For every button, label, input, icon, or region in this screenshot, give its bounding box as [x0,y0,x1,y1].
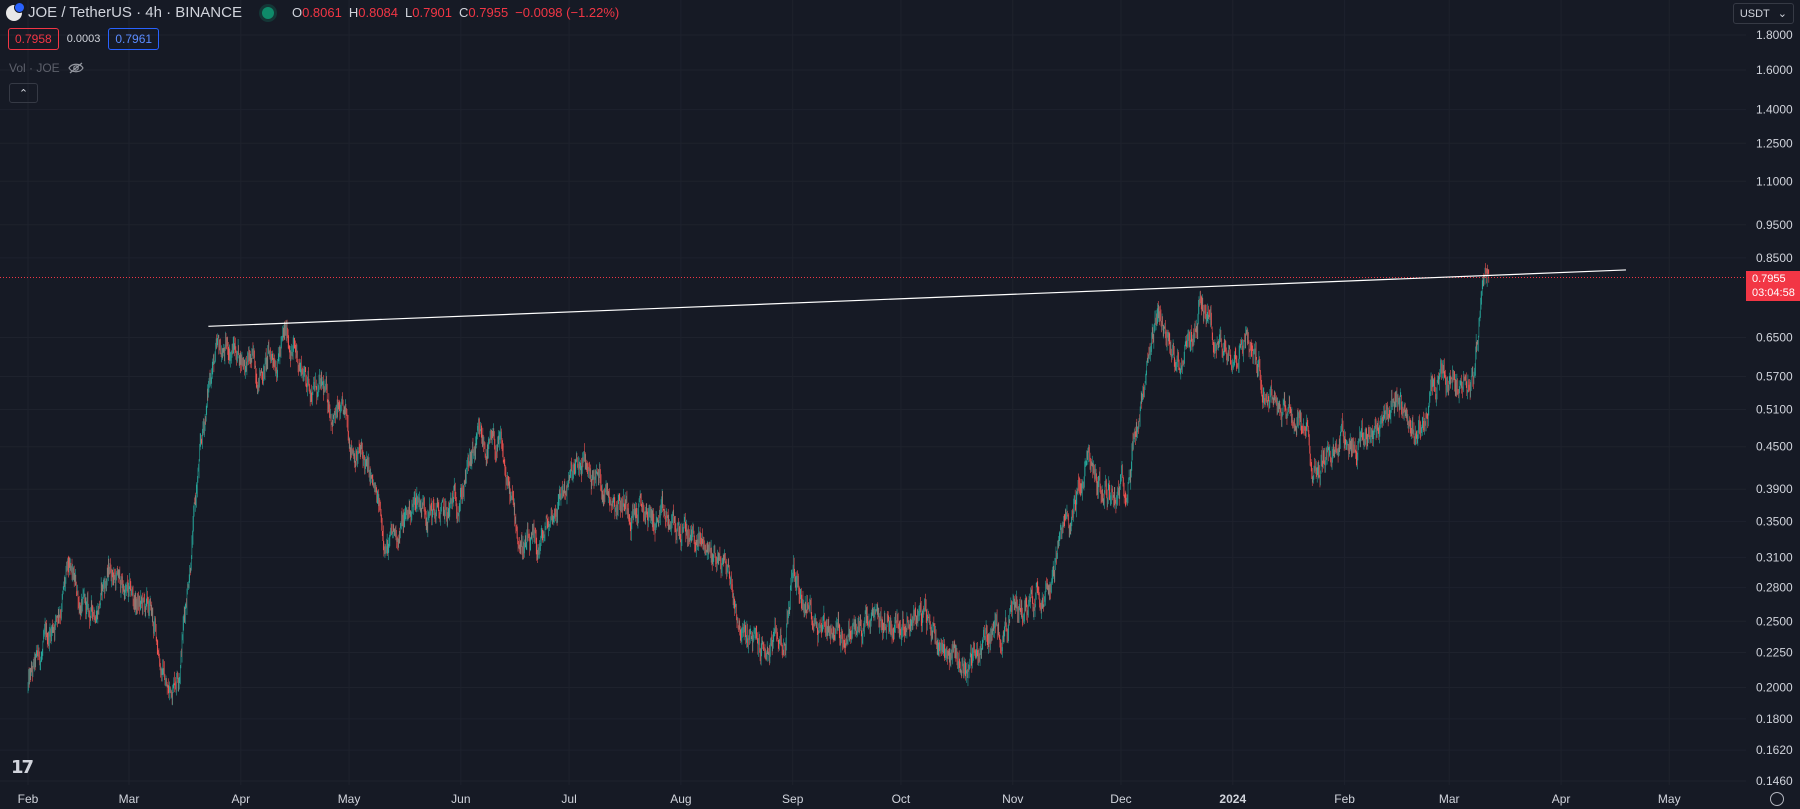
y-tick-label: 0.5700 [1756,370,1793,384]
x-tick-label: Nov [1002,792,1023,806]
x-tick-label: Oct [892,792,911,806]
volume-indicator[interactable]: Vol · JOE [9,61,84,75]
y-tick-label: 0.2500 [1756,614,1793,628]
market-status-icon[interactable] [261,6,274,19]
low-label: L [405,5,413,20]
y-tick-label: 0.3500 [1756,514,1793,528]
y-tick-label: 0.1460 [1756,774,1793,788]
x-tick-label: Sep [782,792,804,806]
y-tick-label: 0.5100 [1756,403,1793,417]
x-tick-label: Apr [1552,792,1571,806]
buy-button[interactable]: 0.7961 [108,28,160,50]
close-label: C [459,5,469,20]
low-value: 0.7901 [412,5,453,20]
y-tick-label: 0.4500 [1756,440,1793,454]
chevron-down-icon: ⌄ [1777,8,1787,20]
time-axis[interactable]: Feb Mar Apr May Jun Jul Aug Sep Oct Nov Dec 2024 Feb… [18,792,1681,806]
y-tick-label: 0.6500 [1756,330,1793,344]
open-label: O [291,5,303,20]
symbol-title[interactable]: JOE / TetherUS · 4h · BINANCE [28,4,242,21]
y-tick-label: 0.2800 [1756,581,1793,595]
x-tick-label: Mar [119,792,140,806]
x-tick-label: Feb [18,792,39,806]
ohlc-values: O0.8061 H0.8084 L0.7901 C0.7955 −0.0098 … [292,5,619,20]
spread-value: 0.0003 [66,33,101,45]
bar-countdown: 03:04:58 [1752,286,1795,299]
tradingview-logo-icon[interactable]: 17 [11,757,34,778]
y-tick-label: 0.1800 [1756,712,1793,726]
currency-selector[interactable]: USDT ⌄ [1732,3,1794,24]
currency-label: USDT [1739,7,1770,20]
last-price-value: 0.7955 [1752,272,1786,285]
x-tick-label: May [1658,792,1681,806]
x-tick-label: Apr [231,792,250,806]
chevron-up-icon: ⌃ [18,87,29,100]
x-tick-label: Mar [1439,792,1460,806]
y-tick-label: 1.1000 [1756,174,1793,188]
high-value: 0.8084 [358,5,399,20]
y-tick-label: 0.2000 [1756,681,1793,695]
y-tick-label: 1.8000 [1756,28,1793,42]
volume-label: Vol · JOE [9,61,60,75]
eye-hidden-icon[interactable] [67,62,84,74]
x-tick-label: Dec [1110,792,1131,806]
y-tick-label: 0.8500 [1756,251,1793,265]
y-tick-label: 0.3100 [1756,550,1793,564]
joe-logo-icon [6,1,25,21]
x-tick-label: Jul [561,792,576,806]
x-tick-label: Feb [1334,792,1355,806]
quote-row: 0.7958 0.0003 0.7961 [8,28,160,50]
y-tick-label: 0.1620 [1756,743,1793,757]
collapse-legend-button[interactable]: ⌃ [9,83,38,103]
high-label: H [348,5,359,20]
y-tick-label: 0.9500 [1756,218,1793,232]
x-tick-label: Jun [451,792,470,806]
y-tick-label: 0.3900 [1756,482,1793,496]
symbol-legend: JOE / TetherUS · 4h · BINANCE O0.8061 H0… [6,1,619,21]
sell-button[interactable]: 0.7958 [8,28,59,50]
gridlines [0,0,1746,785]
y-tick-label: 1.2500 [1756,136,1793,150]
price-axis[interactable]: 1.8000 1.6000 1.4000 1.2500 1.1000 0.9500 0.85… [1756,28,1793,788]
open-value: 0.8061 [302,5,342,20]
x-tick-label: Aug [670,792,691,806]
x-tick-label: 2024 [1219,792,1246,806]
y-tick-label: 1.4000 [1756,103,1793,117]
last-price-label: 0.7955 03:04:58 [1746,270,1800,301]
trendline[interactable] [208,269,1626,327]
close-value: 0.7955 [468,5,509,20]
y-tick-label: 0.2250 [1756,646,1793,660]
y-tick-label: 1.6000 [1756,63,1793,77]
candles [27,263,1490,706]
x-tick-label: May [338,792,361,806]
change-value: −0.0098 (−1.22%) [515,5,620,20]
settings-gear-icon[interactable] [1770,792,1784,806]
